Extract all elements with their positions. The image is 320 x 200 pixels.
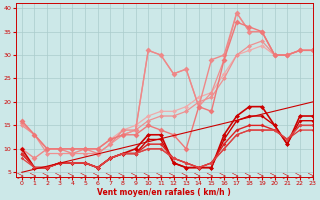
X-axis label: Vent moyen/en rafales ( km/h ): Vent moyen/en rafales ( km/h ) xyxy=(97,188,231,197)
